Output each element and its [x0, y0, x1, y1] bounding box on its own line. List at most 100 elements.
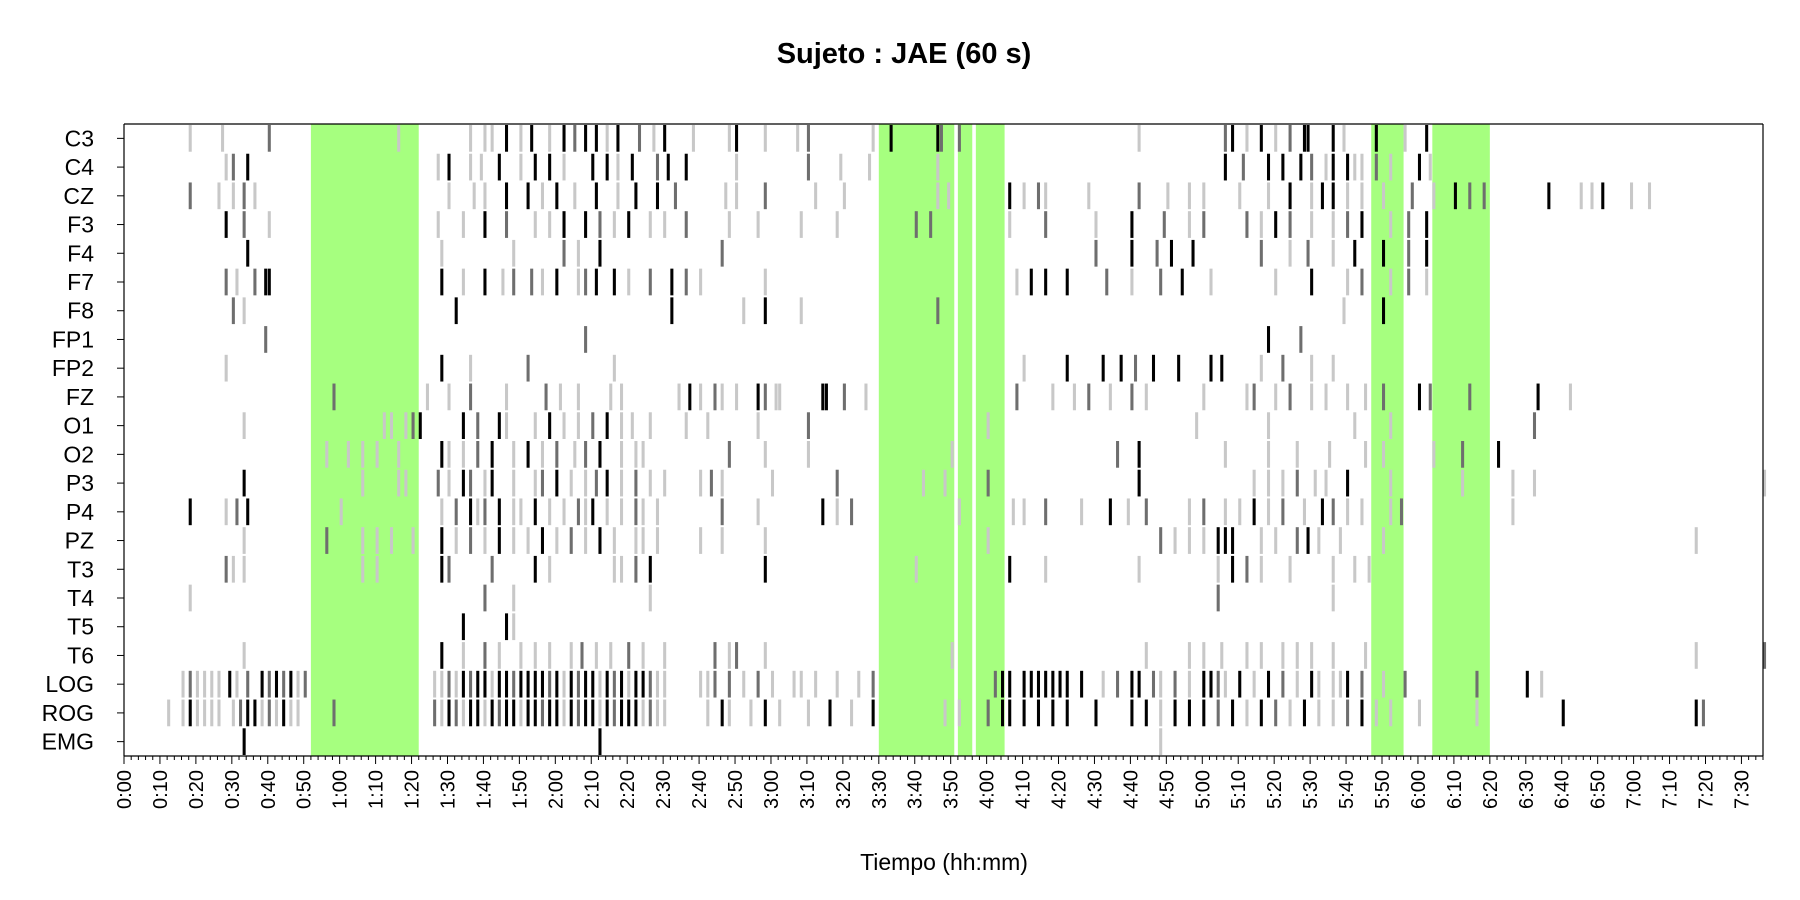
- event-mark: [1763, 469, 1767, 497]
- event-mark: [634, 527, 638, 554]
- x-tick-label: 2:50: [725, 770, 747, 809]
- event-mark: [1101, 670, 1105, 698]
- event-mark: [296, 699, 300, 727]
- event-mark: [943, 469, 947, 497]
- event-mark: [720, 383, 724, 411]
- event-mark: [483, 699, 487, 727]
- event-mark: [1223, 125, 1227, 152]
- x-tick-label: 4:30: [1084, 770, 1106, 809]
- event-mark: [763, 182, 767, 210]
- event-mark: [1231, 527, 1235, 554]
- x-tick-label: 1:00: [330, 770, 352, 809]
- event-mark: [1022, 498, 1026, 526]
- event-mark: [1144, 498, 1148, 526]
- event-mark: [699, 268, 703, 296]
- x-tick-label: 2:10: [581, 770, 603, 809]
- event-mark: [1403, 125, 1407, 152]
- event-mark: [1209, 354, 1213, 382]
- event-mark: [1259, 555, 1263, 583]
- event-mark: [1320, 498, 1324, 526]
- event-mark: [1274, 383, 1278, 411]
- event-mark: [181, 699, 185, 727]
- event-mark: [1259, 211, 1263, 238]
- event-mark: [282, 670, 286, 698]
- event-mark: [605, 469, 609, 497]
- event-mark: [1008, 699, 1012, 727]
- event-mark: [1202, 642, 1206, 669]
- event-mark: [1144, 642, 1148, 669]
- event-mark: [274, 670, 279, 698]
- event-mark: [469, 527, 473, 554]
- event-mark: [1389, 211, 1393, 238]
- event-mark: [742, 670, 746, 698]
- event-mark: [555, 527, 559, 554]
- event-mark: [609, 642, 613, 669]
- x-tick-label: 3:10: [797, 770, 819, 809]
- event-mark: [1008, 211, 1012, 238]
- event-mark: [1306, 125, 1310, 152]
- event-mark: [648, 699, 652, 727]
- event-mark: [325, 441, 329, 468]
- event-mark: [857, 670, 861, 698]
- event-mark: [591, 153, 595, 181]
- event-mark: [1468, 182, 1472, 210]
- event-mark: [1360, 699, 1364, 727]
- event-mark: [814, 670, 818, 698]
- event-mark: [1195, 412, 1199, 439]
- event-mark: [476, 441, 480, 468]
- event-mark: [195, 699, 199, 727]
- event-mark: [224, 354, 228, 382]
- event-mark: [512, 469, 516, 497]
- event-mark: [1382, 297, 1386, 325]
- event-mark: [1324, 469, 1328, 497]
- event-mark: [576, 239, 580, 267]
- event-mark: [605, 699, 609, 727]
- highlight-band: [1432, 124, 1490, 756]
- event-mark: [720, 469, 724, 497]
- event-mark: [540, 527, 544, 554]
- event-mark: [235, 498, 239, 526]
- event-mark: [1259, 239, 1263, 267]
- event-mark: [1108, 383, 1112, 411]
- event-mark: [835, 670, 839, 698]
- event-mark: [1266, 153, 1271, 181]
- event-mark: [1036, 699, 1041, 727]
- event-mark: [1259, 699, 1263, 727]
- event-mark: [1468, 383, 1472, 411]
- event-mark: [648, 211, 652, 238]
- x-tick-label: 5:40: [1336, 770, 1358, 809]
- event-mark: [504, 182, 509, 210]
- event-mark: [242, 297, 246, 325]
- event-mark: [580, 642, 584, 669]
- event-mark: [253, 182, 257, 210]
- event-mark: [504, 412, 509, 439]
- event-mark: [724, 182, 728, 210]
- event-mark: [504, 613, 509, 641]
- event-mark: [763, 699, 767, 727]
- event-mark: [235, 670, 239, 698]
- event-mark: [630, 153, 634, 181]
- event-mark: [835, 469, 839, 497]
- event-mark: [699, 670, 703, 698]
- event-mark: [461, 613, 465, 641]
- event-mark: [1051, 670, 1055, 698]
- event-mark: [1389, 153, 1393, 181]
- event-mark: [1590, 182, 1594, 210]
- event-mark: [1281, 469, 1285, 497]
- event-mark: [824, 383, 828, 411]
- event-mark: [1223, 153, 1227, 181]
- event-mark: [868, 153, 872, 181]
- event-mark: [540, 182, 544, 210]
- event-mark: [1080, 498, 1084, 526]
- event-mark: [641, 670, 645, 698]
- event-mark: [1461, 469, 1465, 497]
- x-tick-label: 4:50: [1156, 770, 1178, 809]
- event-mark: [461, 642, 465, 669]
- event-mark: [648, 469, 652, 497]
- event-mark: [1094, 239, 1098, 267]
- event-mark: [1238, 182, 1242, 210]
- event-mark: [447, 383, 451, 411]
- event-mark: [469, 153, 473, 181]
- event-mark: [246, 699, 250, 727]
- event-mark: [1231, 555, 1235, 583]
